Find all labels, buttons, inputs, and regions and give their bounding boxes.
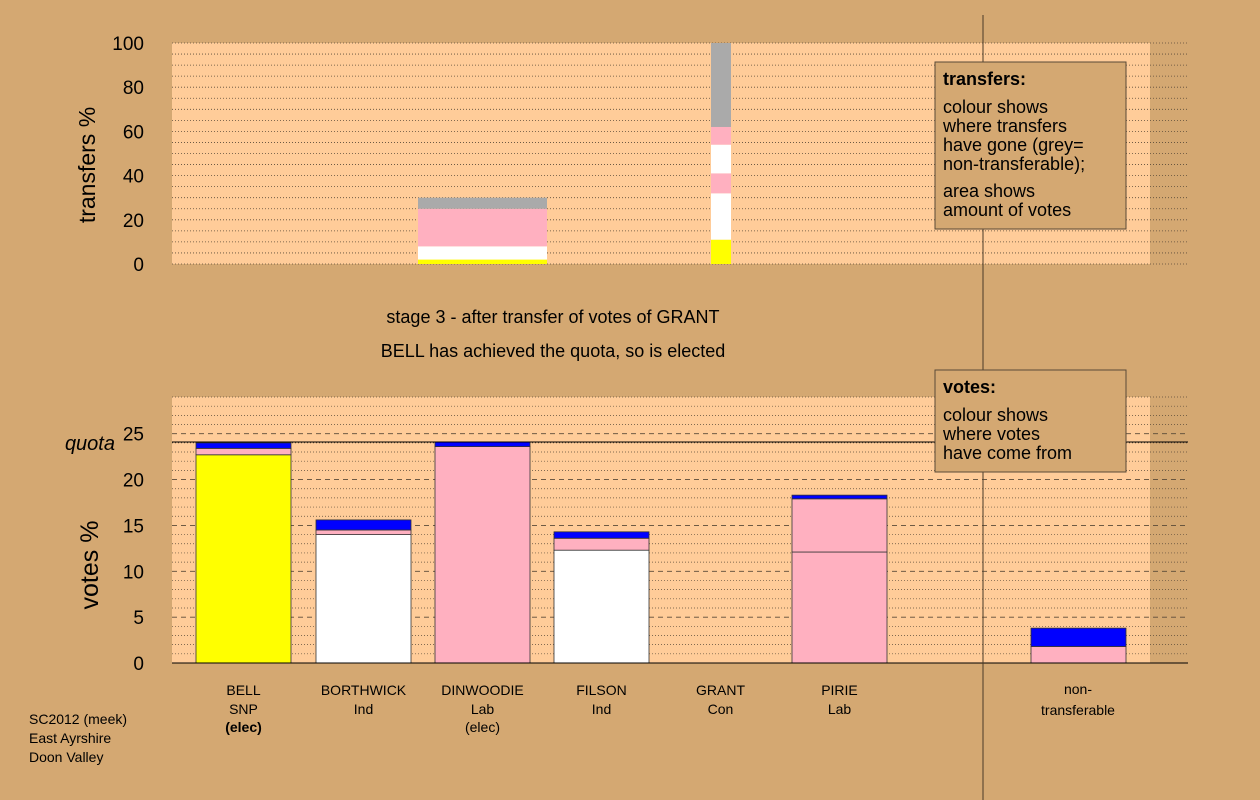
votes-legend-box <box>934 369 1127 473</box>
footer: SC2012 (meek) East Ayrshire Doon Valley <box>29 711 127 765</box>
candidate-labels: BELL SNP (elec) BORTHWICK Ind DINWOODIE Lab (el… <box>225 681 1115 735</box>
candidate-party: Lab <box>471 701 495 717</box>
transfers-legend-line: area shows <box>943 181 1035 201</box>
candidate-party: Lab <box>828 701 852 717</box>
candidate-status: (elec) <box>225 719 262 735</box>
stage-subtitle: BELL has achieved the quota, so is elect… <box>381 341 726 361</box>
votes-legend-line: have come from <box>943 443 1072 463</box>
vote-segment <box>553 537 650 551</box>
transfers-legend-box <box>934 61 1127 230</box>
transfers-legend-title: transfers: <box>943 69 1026 89</box>
footer-line: Doon Valley <box>29 749 103 765</box>
vote-segment <box>434 441 531 447</box>
candidate-name: DINWOODIE <box>441 682 523 698</box>
vote-segment <box>195 454 292 664</box>
votes-y-axis-label: votes % <box>76 521 104 610</box>
transfer-segment <box>711 239 731 264</box>
footer-line: SC2012 (meek) <box>29 711 127 727</box>
transfer-segment <box>711 144 731 174</box>
y-tick-label: 60 <box>123 122 144 143</box>
transfers-legend-line: have gone (grey= <box>943 135 1084 155</box>
votes-bars <box>195 441 1127 664</box>
y-tick-label: 10 <box>123 562 144 583</box>
vote-segment <box>315 534 412 664</box>
y-tick-label: 20 <box>123 471 144 492</box>
vote-segment <box>1030 646 1127 664</box>
y-tick-label: 80 <box>123 78 144 99</box>
candidate-name: PIRIE <box>821 682 858 698</box>
vote-segment <box>553 549 650 664</box>
vote-segment <box>1030 627 1127 647</box>
y-tick-label: 20 <box>123 211 144 232</box>
vote-segment <box>791 551 888 664</box>
y-tick-label: 5 <box>133 608 144 629</box>
candidate-name: BORTHWICK <box>321 682 407 698</box>
vote-segment <box>315 519 412 531</box>
transfers-legend-line: non-transferable); <box>943 154 1085 174</box>
y-tick-label: 0 <box>133 255 144 276</box>
votes-y-ticks: 0 5 10 15 20 25 <box>123 425 144 675</box>
candidate-name: BELL <box>226 682 260 698</box>
votes-legend-title: votes: <box>943 377 996 397</box>
candidate-party: SNP <box>229 701 258 717</box>
quota-label: quota <box>65 433 115 455</box>
footer-line: East Ayrshire <box>29 730 111 746</box>
candidate-party: Ind <box>592 701 611 717</box>
candidate-party: Ind <box>354 701 373 717</box>
nontransferable-label: transferable <box>1041 702 1115 718</box>
votes-gridlines <box>172 396 1188 655</box>
vote-segment <box>553 531 650 539</box>
votes-legend-line: colour shows <box>943 405 1048 425</box>
vote-segment <box>434 446 531 664</box>
transfer-segment <box>711 173 731 194</box>
transfers-y-axis-label: transfers % <box>74 107 100 223</box>
transfers-bars <box>418 43 731 264</box>
vote-segment <box>315 529 412 535</box>
transfers-legend: transfers: colour shows where transfers … <box>934 61 1127 230</box>
vote-segment <box>791 498 888 553</box>
y-tick-label: 25 <box>123 425 144 446</box>
transfers-legend-line: amount of votes <box>943 200 1071 220</box>
y-tick-label: 0 <box>133 654 144 675</box>
transfers-y-ticks: 0 20 40 60 80 100 <box>112 34 144 276</box>
transfer-segment <box>418 197 547 209</box>
y-tick-label: 40 <box>123 167 144 188</box>
stage-title: stage 3 - after transfer of votes of GRA… <box>386 307 719 327</box>
candidate-party: Con <box>708 701 734 717</box>
candidate-name: GRANT <box>696 682 745 698</box>
vote-segment <box>195 447 292 456</box>
vote-segment <box>195 442 292 449</box>
transfers-legend-line: where transfers <box>942 116 1067 136</box>
candidate-status: (elec) <box>465 719 500 735</box>
votes-legend-line: where votes <box>942 424 1040 444</box>
transfer-segment <box>711 193 731 240</box>
transfers-legend-line: colour shows <box>943 97 1048 117</box>
candidate-name: FILSON <box>576 682 627 698</box>
transfer-segment <box>418 246 547 260</box>
y-tick-label: 15 <box>123 516 144 537</box>
transfer-segment <box>418 208 547 247</box>
votes-legend: votes: colour shows where votes have com… <box>934 369 1127 473</box>
transfer-segment <box>711 126 731 145</box>
nontransferable-label: non- <box>1064 681 1092 697</box>
transfer-segment <box>418 259 547 264</box>
y-tick-label: 100 <box>112 34 144 55</box>
transfer-segment <box>711 43 731 127</box>
vote-segment <box>791 494 888 500</box>
